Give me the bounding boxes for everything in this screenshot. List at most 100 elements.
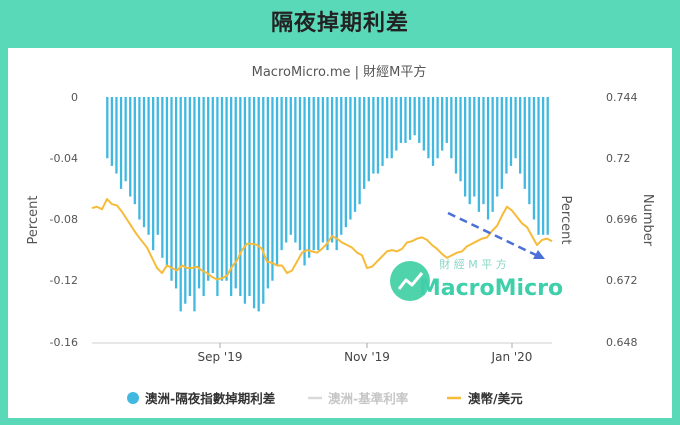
bar[interactable] [138,97,141,220]
bar[interactable] [500,97,503,189]
bar[interactable] [486,97,490,220]
bar[interactable] [353,97,357,212]
bar[interactable] [519,97,522,174]
bar[interactable] [174,97,178,289]
bar[interactable] [335,97,338,251]
bar[interactable] [505,97,508,174]
bar[interactable] [459,97,462,182]
bar[interactable] [514,97,517,159]
bar[interactable] [340,97,343,235]
bar[interactable] [436,97,439,159]
bar[interactable] [211,97,214,274]
bar[interactable] [468,97,471,205]
bar[interactable] [321,97,325,243]
bar[interactable] [422,97,425,151]
bar[interactable] [161,97,164,258]
bar[interactable] [184,97,187,304]
bar[interactable] [294,97,297,243]
bar[interactable] [445,97,448,143]
bar[interactable] [119,97,123,189]
bar[interactable] [220,97,224,281]
bar[interactable] [179,97,182,312]
legend-item-base-rate[interactable]: 澳洲-基準利率 [308,391,409,406]
bar[interactable] [230,97,233,297]
bar[interactable] [390,97,393,159]
bar[interactable] [463,97,467,197]
legend-item-swap-spread[interactable]: 澳洲-隔夜指數掉期利差 [127,391,275,406]
bar[interactable] [326,97,329,251]
audusd-line[interactable] [91,198,553,281]
bar[interactable] [450,97,453,159]
bar[interactable] [532,97,536,220]
bar[interactable] [358,97,361,205]
bar[interactable] [404,97,407,143]
bar[interactable] [271,97,274,281]
bar[interactable] [454,97,458,174]
bar[interactable] [197,97,201,289]
bar[interactable] [363,97,366,189]
bar[interactable] [275,97,279,266]
bar[interactable] [156,97,159,235]
bar[interactable] [317,97,320,251]
bar[interactable] [308,97,311,258]
bar[interactable] [142,97,146,228]
bar[interactable] [418,97,421,143]
bar[interactable] [330,97,334,243]
bar[interactable] [285,97,288,243]
legend-item-audusd[interactable]: 澳幣/美元 [447,391,523,406]
bar[interactable] [349,97,352,220]
bar[interactable] [509,97,513,166]
bar[interactable] [376,97,380,174]
bar[interactable] [372,97,375,174]
bar[interactable] [528,97,531,205]
bar[interactable] [303,97,306,266]
bar[interactable] [546,97,549,235]
bar[interactable] [133,97,136,205]
bar[interactable] [248,97,251,297]
bar[interactable] [202,97,205,297]
bar[interactable] [344,97,347,228]
bar[interactable] [298,97,302,251]
bar[interactable] [106,97,109,159]
bar[interactable] [289,97,292,235]
bar[interactable] [129,97,132,197]
bar[interactable] [367,97,370,182]
bar[interactable] [473,97,476,197]
bar[interactable] [491,97,494,212]
bar[interactable] [280,97,283,251]
bar[interactable] [239,97,242,297]
bar[interactable] [381,97,384,166]
bar[interactable] [207,97,210,281]
bar[interactable] [216,97,219,297]
bar[interactable] [110,97,114,166]
bar[interactable] [427,97,430,159]
bar[interactable] [477,97,481,212]
bar[interactable] [188,97,192,297]
bar[interactable] [115,97,118,174]
bar[interactable] [124,97,127,182]
bar[interactable] [496,97,499,197]
bar[interactable] [482,97,485,205]
chart-svg[interactable]: MacroMicro.me | 財經M平方 財 經 M 平 方 MacroMic… [8,48,672,418]
bar[interactable] [252,97,256,309]
bar[interactable] [441,97,444,151]
bar[interactable] [408,97,412,140]
bar[interactable] [431,97,435,166]
bar[interactable] [257,97,260,312]
bar[interactable] [234,97,237,289]
bar[interactable] [537,97,540,235]
bar[interactable] [413,97,416,136]
bar[interactable] [225,97,228,281]
bar[interactable] [312,97,315,251]
bar[interactable] [147,97,150,235]
bar[interactable] [385,97,389,159]
bar[interactable] [399,97,403,143]
bar[interactable] [193,97,196,312]
bar[interactable] [395,97,398,151]
bar[interactable] [165,97,169,266]
bar[interactable] [243,97,247,304]
bar[interactable] [523,97,526,189]
bar[interactable] [266,97,269,289]
bar[interactable] [541,97,545,235]
bar[interactable] [170,97,173,281]
